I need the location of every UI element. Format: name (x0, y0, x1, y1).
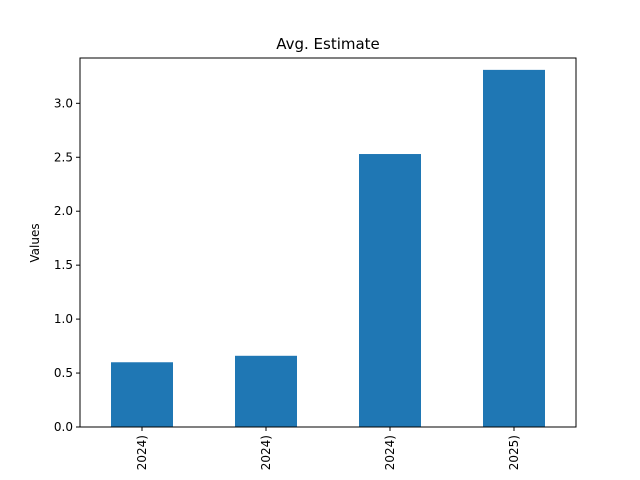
x-axis-ticks: 2024) 2024) 2024) 2025) (135, 427, 521, 470)
bars-group (111, 69, 545, 428)
y-tick-label-1: 0.5 (54, 366, 73, 380)
y-axis-label: Values (28, 223, 42, 262)
bar-0 (111, 362, 173, 427)
chart-title: Avg. Estimate (276, 35, 380, 53)
x-tick-label-0: 2024) (135, 435, 149, 470)
y-tick-label-3: 1.5 (54, 258, 73, 272)
bar-1 (235, 355, 297, 427)
bar-2 (359, 154, 421, 427)
y-tick-label-4: 2.0 (54, 204, 73, 218)
y-tick-label-5: 2.5 (54, 150, 73, 164)
x-tick-label-2: 2024) (383, 435, 397, 470)
bar-3 (483, 69, 545, 428)
y-tick-label-6: 3.0 (54, 96, 73, 110)
y-tick-label-0: 0.0 (54, 420, 73, 434)
plot-frame (79, 57, 577, 428)
x-tick-label-1: 2024) (259, 435, 273, 470)
x-tick-label-3: 2025) (507, 435, 521, 470)
y-tick-label-2: 1.0 (54, 312, 73, 326)
y-axis-ticks: 0.0 0.5 1.0 1.5 2.0 2.5 3.0 (54, 96, 80, 434)
